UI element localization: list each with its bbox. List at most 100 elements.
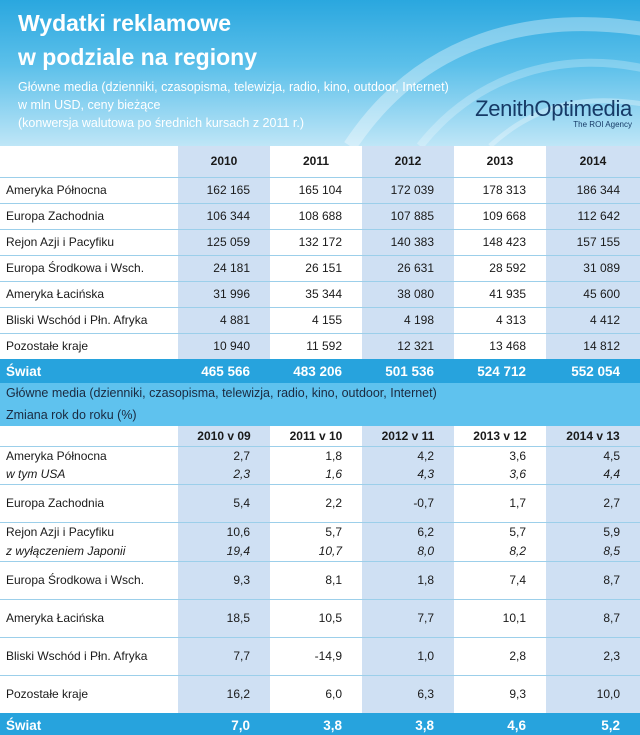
table-cell: 172 039: [362, 176, 454, 203]
table-cell: 9,3: [178, 560, 270, 599]
table-cell: 109 668: [454, 202, 546, 229]
table-cell: 8,1: [270, 560, 362, 599]
yoy-change-table: 2010 v 09 2011 v 10 2012 v 11 2013 v 12 …: [0, 426, 640, 735]
table-cell: 108 688: [270, 202, 362, 229]
table-row: Ameryka Łacińska 18,5 10,5 7,7 10,1 8,7: [0, 598, 640, 637]
total-cell: 552 054: [546, 359, 640, 383]
total-cell: 4,6: [454, 713, 546, 735]
zenithoptimedia-logo: ZenithOptimedia The ROI Agency: [475, 96, 632, 129]
table-cell: 24 181: [178, 254, 270, 281]
table-cell: 26 631: [362, 254, 454, 281]
table-cell: 35 344: [270, 280, 362, 307]
table-row: Pozostałe kraje 16,2 6,0 6,3 9,3 10,0: [0, 674, 640, 713]
row-label: Europa Zachodnia: [0, 202, 178, 229]
table-cell: 7,7: [362, 598, 454, 637]
table-cell: 1,8: [270, 445, 362, 465]
subtitle-units: w mln USD, ceny bieżące: [18, 98, 161, 112]
table-cell: 6,2: [362, 521, 454, 542]
table-cell: 148 423: [454, 228, 546, 255]
table-row: Pozostałe kraje 10 940 11 592 12 321 13 …: [0, 332, 640, 359]
total-cell: 7,0: [178, 713, 270, 735]
table-row: Europa Zachodnia 5,4 2,2 -0,7 1,7 2,7: [0, 483, 640, 522]
table-cell: 4,3: [362, 465, 454, 484]
table-cell: 106 344: [178, 202, 270, 229]
table-cell: 4 198: [362, 306, 454, 333]
column-header: 2010 v 09: [178, 426, 270, 446]
total-cell: 5,2: [546, 713, 640, 735]
column-header: 2013: [454, 146, 546, 177]
table-cell: 157 155: [546, 228, 640, 255]
table-total-row: Świat 7,0 3,8 3,8 4,6 5,2: [0, 713, 640, 735]
table-cell: 5,7: [454, 521, 546, 542]
row-label: Pozostałe kraje: [0, 674, 178, 713]
table-cell: 4,4: [546, 465, 640, 484]
logo-tagline: The ROI Agency: [573, 120, 632, 129]
row-label: Pozostałe kraje: [0, 332, 178, 359]
table-cell: 2,3: [546, 636, 640, 675]
table-header-row: 2010 2011 2012 2013 2014: [0, 146, 640, 177]
expenditure-table: 2010 2011 2012 2013 2014 Ameryka Północn…: [0, 146, 640, 383]
row-label: w tym USA: [6, 467, 66, 482]
table-cell: 4,2: [362, 445, 454, 465]
total-cell: 465 566: [178, 359, 270, 383]
table-cell: 19,4: [178, 542, 270, 561]
table-cell: 125 059: [178, 228, 270, 255]
row-label: Ameryka Łacińska: [0, 598, 178, 637]
table-cell: 140 383: [362, 228, 454, 255]
section2-title: Główne media (dzienniki, czasopisma, tel…: [0, 383, 640, 404]
table-cell: 10,7: [270, 542, 362, 561]
table-cell: 4 155: [270, 306, 362, 333]
column-header: 2011: [270, 146, 362, 177]
table-cell: 10,5: [270, 598, 362, 637]
page-title-line1: Wydatki reklamowe: [18, 10, 232, 36]
page-title-line2: w podziale na regiony: [18, 44, 257, 70]
decorative-swirl-graphic: [344, 17, 640, 146]
table-cell: 3,6: [454, 445, 546, 465]
table-cell: 45 600: [546, 280, 640, 307]
table-cell: 14 812: [546, 332, 640, 359]
total-label: Świat: [0, 359, 178, 383]
row-label: Bliski Wschód i Płn. Afryka: [0, 636, 178, 675]
table-cell: 5,9: [546, 521, 640, 542]
table-cell: 26 151: [270, 254, 362, 281]
table-cell: 1,6: [270, 465, 362, 484]
table-cell: 2,2: [270, 483, 362, 522]
subtitle-media: Główne media (dzienniki, czasopisma, tel…: [18, 80, 449, 94]
table-cell: 7,7: [178, 636, 270, 675]
header-banner: Wydatki reklamowe w podziale na regiony …: [0, 0, 640, 146]
table-row: Bliski Wschód i Płn. Afryka 4 881 4 155 …: [0, 306, 640, 333]
table-row: Rejon Azji i Pacyfiku 125 059 132 172 14…: [0, 228, 640, 255]
total-cell: 3,8: [270, 713, 362, 735]
table-cell: 2,7: [546, 483, 640, 522]
table-row: Rejon Azji i Pacyfiku 10,6 5,7 6,2 5,7 5…: [0, 521, 640, 542]
column-header: 2011 v 10: [270, 426, 362, 446]
table-row: Europa Środkowa i Wsch. 24 181 26 151 26…: [0, 254, 640, 281]
table-cell: 8,5: [546, 542, 640, 561]
table-cell: 186 344: [546, 176, 640, 203]
table-subrow: z wyłączeniem Japonii 19,4 10,7 8,0 8,2 …: [0, 542, 640, 561]
table-header-row: 2010 v 09 2011 v 10 2012 v 11 2013 v 12 …: [0, 426, 640, 446]
table-cell: 1,0: [362, 636, 454, 675]
row-label: Ameryka Północna: [0, 445, 178, 465]
table-cell: 5,4: [178, 483, 270, 522]
row-label: Rejon Azji i Pacyfiku: [0, 228, 178, 255]
table-subrow: w tym USA 2,3 1,6 4,3 3,6 4,4: [0, 465, 640, 484]
logo-name: ZenithOptimedia: [475, 96, 632, 121]
table-cell: 162 165: [178, 176, 270, 203]
table-row: Ameryka Północna 162 165 165 104 172 039…: [0, 176, 640, 203]
table-cell: 10,0: [546, 674, 640, 713]
table-row: Ameryka Północna 2,7 1,8 4,2 3,6 4,5: [0, 445, 640, 465]
table-cell: 8,2: [454, 542, 546, 561]
table-cell: 5,7: [270, 521, 362, 542]
subtitle-conversion: (konwersja walutowa po średnich kursach …: [18, 116, 305, 130]
row-label: Ameryka Łacińska: [0, 280, 178, 307]
row-label: Rejon Azji i Pacyfiku: [0, 521, 178, 542]
table-cell: 107 885: [362, 202, 454, 229]
table-row: Europa Środkowa i Wsch. 9,3 8,1 1,8 7,4 …: [0, 560, 640, 599]
total-cell: 524 712: [454, 359, 546, 383]
table-cell: 112 642: [546, 202, 640, 229]
table-cell: 4 412: [546, 306, 640, 333]
table-cell: 28 592: [454, 254, 546, 281]
table-cell: 12 321: [362, 332, 454, 359]
row-label: Europa Środkowa i Wsch.: [0, 560, 178, 599]
